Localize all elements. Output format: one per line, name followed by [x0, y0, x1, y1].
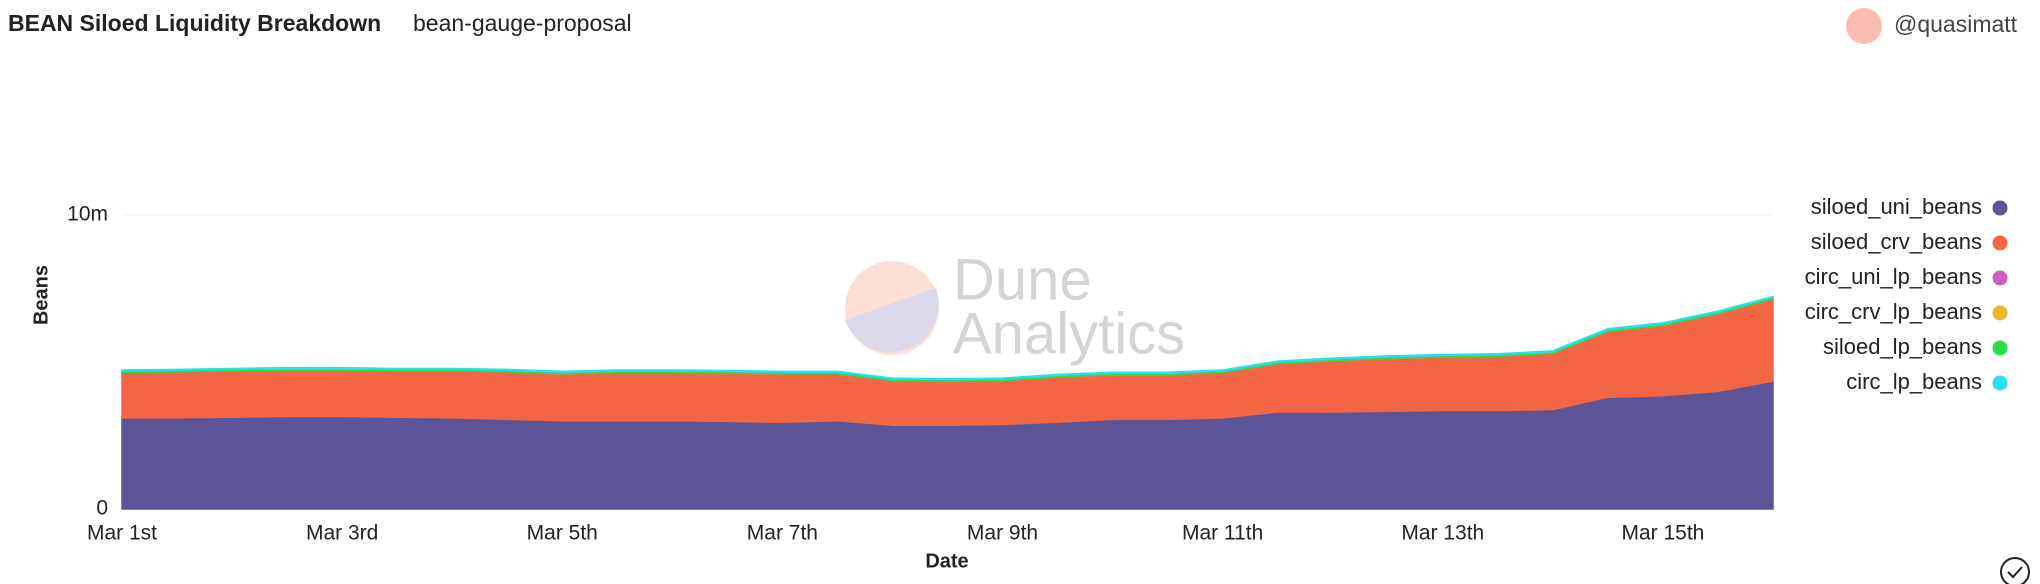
y-tick-label: 0 — [96, 497, 108, 520]
x-tick-label: Mar 15th — [1621, 522, 1704, 545]
done-icon[interactable] — [2000, 557, 2030, 584]
legend-label: siloed_lp_beans — [1823, 334, 1982, 359]
legend-dot — [1992, 340, 2008, 356]
watermark: Analytics — [953, 301, 1185, 366]
x-tick-label: Mar 7th — [747, 522, 818, 545]
legend-label: siloed_uni_beans — [1811, 194, 1982, 219]
legend-dot — [1992, 200, 2008, 216]
watermark: Dune — [953, 247, 1092, 312]
legend-label: circ_crv_lp_beans — [1805, 299, 1982, 324]
x-tick-label: Mar 9th — [967, 522, 1038, 545]
area — [121, 297, 1774, 426]
area — [121, 295, 1774, 381]
legend-dot — [1992, 235, 2008, 251]
x-axis-label: Date — [925, 550, 968, 572]
x-tick-label: Mar 11th — [1182, 522, 1263, 545]
user[interactable]: @quasimatt — [1894, 11, 2018, 37]
x-tick-label: Mar 5th — [527, 522, 598, 545]
legend-label: circ_uni_lp_beans — [1805, 264, 1982, 289]
title: BEAN Siloed Liquidity Breakdown — [8, 10, 381, 36]
legend-dot — [1992, 270, 2008, 286]
x-tick-label: Mar 3rd — [306, 522, 378, 545]
watermark-logo — [845, 261, 939, 355]
y-axis-label: Beans — [30, 265, 52, 325]
x-tick-label: Mar 1st — [87, 522, 157, 545]
legend-label: siloed_crv_beans — [1811, 229, 1982, 254]
avatar[interactable] — [1846, 8, 1882, 44]
x-tick-label: Mar 13th — [1401, 522, 1484, 545]
subtitle: bean-gauge-proposal — [413, 10, 632, 36]
legend-dot — [1992, 375, 2008, 391]
y-tick-label: 10m — [67, 203, 108, 226]
legend-dot — [1992, 305, 2008, 321]
legend-label: circ_lp_beans — [1846, 369, 1982, 394]
